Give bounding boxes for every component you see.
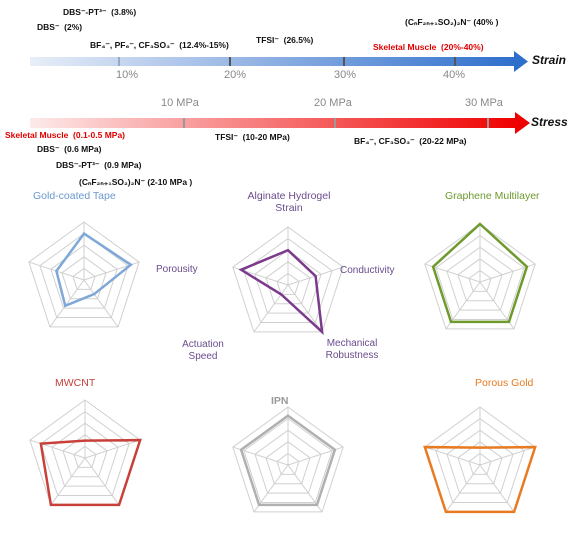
radar-spoke [479, 464, 515, 513]
radar-gold-coated-tape [28, 221, 140, 328]
radar-series-gold-coated-tape [55, 231, 134, 308]
strain-bar [30, 51, 528, 72]
radar-porous-gold [423, 406, 537, 514]
radar-axis-label-mechanical-robustness: Mechanical Robustness [325, 338, 379, 361]
radar-graphene-multilayer [424, 222, 536, 330]
radar-grid-ring [468, 269, 492, 292]
stress-axis-label: Stress [531, 115, 568, 129]
strain-axis-label: Strain [532, 53, 567, 67]
stress-label-tfsi: TFSI⁻ (10-20 MPa) [215, 132, 290, 142]
radar-series-graphene-multilayer [431, 222, 529, 324]
radar-grid-ring [435, 417, 525, 504]
stress-tick-20: 20 MPa [314, 97, 352, 109]
radar-axis-label-actuation-speed: Actuation Speed [182, 339, 224, 362]
radar-grid-ring [72, 267, 96, 290]
radar-title-ipn: IPN [271, 395, 289, 407]
strain-label-dbs-pt: DBS⁻-PT³⁻ (3.8%) [63, 7, 137, 17]
strain-tick-40: 40% [443, 69, 466, 81]
radar-series-porous-gold [423, 445, 537, 514]
radar-grid-ring [28, 221, 140, 328]
radar-mwcnt [29, 399, 142, 507]
strain-label-skeletal-muscle: Skeletal Muscle (20%-40%) [373, 42, 484, 52]
radar-grid-ring [50, 244, 118, 309]
strain-tick-20: 20% [224, 69, 247, 81]
radar-spoke [84, 457, 120, 506]
radar-series-alginate-hydrogel [238, 248, 324, 336]
radar-spoke [50, 457, 86, 506]
radar-grid-ring [243, 417, 333, 504]
radar-charts [28, 221, 537, 514]
stress-tick-10: 10 MPa [161, 97, 199, 109]
radar-series-mwcnt [39, 438, 142, 507]
strain-label-dbs: DBS⁻ (2%) [37, 22, 83, 32]
radar-grid-ring [73, 445, 97, 468]
strain-label-tfsi: TFSI⁻ (26.5%) [256, 35, 314, 45]
strain-label-bf4: BF₄⁻, PF₆⁻, CF₃SO₃⁻ (12.4%-15%) [90, 40, 229, 50]
radar-spoke [479, 446, 536, 466]
radar-grid-ring [40, 410, 130, 497]
radar-title-graphene-multilayer: Graphene Multilayer [445, 190, 540, 202]
radar-grid-ring [457, 258, 503, 302]
radar-title-gold-coated-tape: Gold-coated Tape [33, 190, 116, 202]
strain-tick-10: 10% [116, 69, 139, 81]
stress-tick-30: 30 MPa [465, 97, 503, 109]
radar-grid-ring [424, 223, 536, 330]
radar-grid-ring [62, 434, 108, 478]
radar-series-ipn [239, 414, 337, 507]
radar-spoke [29, 439, 86, 459]
radar-alginate-hydrogel [232, 226, 344, 336]
radar-spoke [83, 279, 119, 328]
radar-grid-ring [39, 232, 129, 319]
radar-grid-ring [276, 452, 300, 475]
radar-title-mwcnt: MWCNT [55, 377, 96, 389]
radar-spoke [287, 284, 323, 333]
radar-axis-label-porousity: Porousity [156, 264, 198, 275]
radar-title-porous-gold: Porous Gold [475, 377, 534, 389]
radar-grid-ring [435, 234, 525, 321]
radar-grid-ring [254, 429, 322, 494]
radar-axis-label-conductivity: Conductivity [340, 265, 395, 276]
radar-grid-ring [254, 249, 322, 314]
stress-label-dbs: DBS⁻ (0.6 MPa) [37, 144, 102, 154]
radar-grid-ring [446, 246, 514, 311]
radar-grid-ring [232, 226, 344, 333]
radar-spoke [253, 284, 289, 333]
stress-bar [30, 112, 530, 134]
radar-grid-ring [232, 406, 344, 513]
stress-label-skeletal-muscle: Skeletal Muscle (0.1-0.5 MPa) [5, 130, 125, 140]
strain-label-cnf: (CₙF₂ₙ₊₁SO₂)₂N⁻ (40% ) [405, 17, 499, 27]
radar-grid-ring [276, 272, 300, 295]
radar-grid-ring [457, 441, 503, 485]
strain-tick-30: 30% [334, 69, 357, 81]
strain-tick-marks [118, 57, 456, 66]
radar-spoke [84, 439, 141, 459]
radar-grid-ring [468, 452, 492, 475]
stress-label-dbs-pt: DBS⁻-PT³⁻ (0.9 MPa) [56, 160, 142, 170]
stress-label-bf4: BF₄⁻, CF₃SO₃⁻ (20-22 MPa) [354, 136, 467, 146]
radar-grid-ring [265, 441, 311, 485]
radar-ipn [232, 406, 344, 513]
stress-label-cnf: (CₙF₂ₙ₊₁SO₂)₂N⁻ (2-10 MPa ) [79, 177, 193, 187]
radar-grid-ring [265, 261, 311, 305]
radar-spoke [445, 464, 481, 513]
stress-tick-marks [183, 118, 489, 128]
radar-spoke [49, 279, 85, 328]
radar-spoke [424, 446, 481, 466]
radar-grid-ring [446, 429, 514, 494]
radar-axis-label-strain: Alginate Hydrogel Strain [247, 190, 331, 214]
